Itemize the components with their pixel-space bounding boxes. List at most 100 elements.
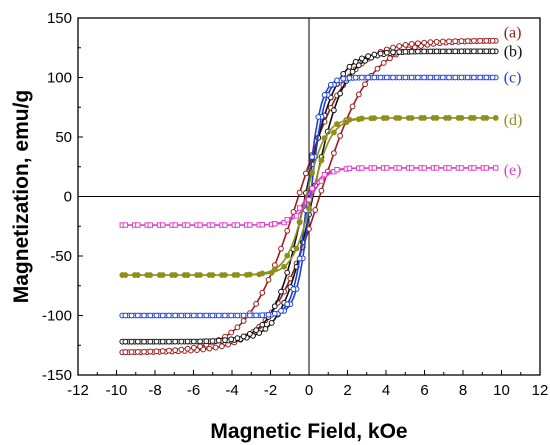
- data-point: [421, 115, 428, 121]
- data-point: [178, 312, 185, 319]
- data-point: [312, 207, 319, 213]
- data-point: [334, 166, 340, 173]
- data-point: [184, 312, 191, 319]
- data-point: [178, 346, 185, 353]
- data-point: [197, 338, 203, 345]
- data-point: [147, 338, 154, 345]
- data-point: [159, 272, 166, 278]
- data-point: [359, 165, 365, 171]
- data-point: [306, 205, 312, 212]
- series-label: (a): [504, 25, 522, 42]
- x-tick-label: -6: [187, 382, 200, 399]
- x-tick-label: -2: [264, 382, 277, 399]
- series-layer: (a)(b) (c) (d) (e): [119, 25, 522, 356]
- data-point: [352, 74, 359, 81]
- data-point: [327, 81, 334, 88]
- data-point: [306, 196, 312, 203]
- x-tick-label: -4: [225, 382, 238, 399]
- y-axis-ticks: -150 -100 -50 0 50 100 150: [42, 10, 83, 384]
- data-point: [166, 347, 172, 354]
- series-e: (e): [119, 162, 522, 228]
- y-tick-label: -150: [42, 367, 72, 384]
- data-point: [415, 40, 421, 47]
- data-point: [190, 312, 197, 319]
- data-point: [178, 338, 185, 345]
- y-axis-title: Magnetization, emu/g: [10, 90, 33, 304]
- data-point: [380, 60, 387, 66]
- data-point: [153, 338, 160, 345]
- x-tick-label: 4: [382, 382, 390, 399]
- data-point: [408, 115, 415, 121]
- data-point: [355, 91, 362, 98]
- y-tick-label: -50: [50, 248, 72, 265]
- data-point: [190, 338, 197, 345]
- data-point: [483, 115, 490, 121]
- data-point: [147, 272, 154, 278]
- data-point: [160, 222, 166, 228]
- data-point: [383, 115, 390, 121]
- data-point: [209, 312, 216, 319]
- x-tick-label: -12: [67, 382, 89, 399]
- data-point: [390, 44, 396, 51]
- data-point: [458, 165, 465, 171]
- data-point: [172, 222, 178, 228]
- series-c: (c): [119, 70, 521, 319]
- data-point: [483, 165, 490, 171]
- data-point: [408, 165, 415, 171]
- data-point: [340, 75, 347, 82]
- data-point: [197, 312, 203, 319]
- data-point: [427, 48, 434, 55]
- data-point: [222, 222, 228, 228]
- data-point: [122, 222, 129, 228]
- data-point: [172, 338, 179, 345]
- data-point: [321, 171, 328, 178]
- data-point: [427, 74, 434, 81]
- data-point: [209, 272, 216, 278]
- data-point: [147, 312, 154, 319]
- data-point: [483, 37, 490, 44]
- x-tick-label: 10: [493, 382, 510, 399]
- data-point: [246, 312, 253, 319]
- data-point: [197, 222, 203, 228]
- data-point: [281, 219, 287, 226]
- data-point: [240, 333, 247, 340]
- x-axis-ticks: -12 -10 -8 -6 -4 -2 0 2 4 6 8 10 12: [67, 370, 548, 399]
- data-point: [458, 115, 465, 121]
- data-point: [387, 55, 393, 62]
- y-tick-label: -100: [42, 308, 72, 325]
- data-point: [377, 74, 384, 81]
- data-point: [330, 129, 337, 136]
- data-point: [172, 312, 179, 319]
- data-point: [477, 48, 484, 55]
- data-point: [408, 74, 415, 81]
- data-point: [122, 349, 129, 355]
- data-point: [284, 269, 291, 276]
- data-point: [433, 38, 440, 45]
- data-point: [122, 272, 129, 278]
- y-tick-label: 0: [64, 189, 72, 206]
- data-point: [315, 114, 322, 120]
- data-point: [346, 75, 353, 81]
- data-point: [240, 318, 247, 324]
- data-point: [439, 48, 446, 55]
- data-point: [421, 165, 427, 171]
- data-point: [293, 245, 300, 252]
- data-point: [427, 39, 434, 46]
- data-point: [190, 344, 197, 351]
- x-tick-label: 0: [305, 382, 313, 399]
- data-point: [284, 301, 291, 308]
- data-point: [433, 74, 440, 81]
- data-point: [228, 329, 235, 336]
- data-point: [439, 38, 446, 45]
- data-point: [265, 311, 272, 318]
- data-point: [284, 227, 291, 234]
- data-point: [209, 222, 216, 228]
- data-point: [159, 338, 166, 345]
- data-point: [147, 348, 154, 355]
- data-point: [147, 222, 153, 228]
- data-point: [293, 213, 300, 219]
- data-point: [159, 348, 166, 354]
- series-label: (e): [504, 162, 522, 179]
- data-point: [309, 169, 316, 176]
- series-d: (d): [119, 112, 522, 278]
